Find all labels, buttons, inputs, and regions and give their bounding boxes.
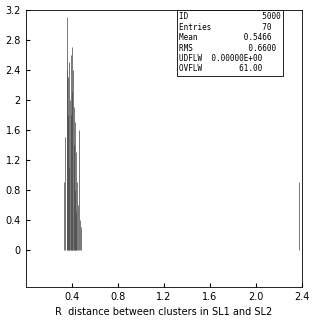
Text: ID                5000
Entries           70
Mean          0.5466
RMS            : ID 5000 Entries 70 Mean 0.5466 RMS: [179, 12, 281, 73]
X-axis label: R  distance between clusters in SL1 and SL2: R distance between clusters in SL1 and S…: [55, 307, 272, 318]
